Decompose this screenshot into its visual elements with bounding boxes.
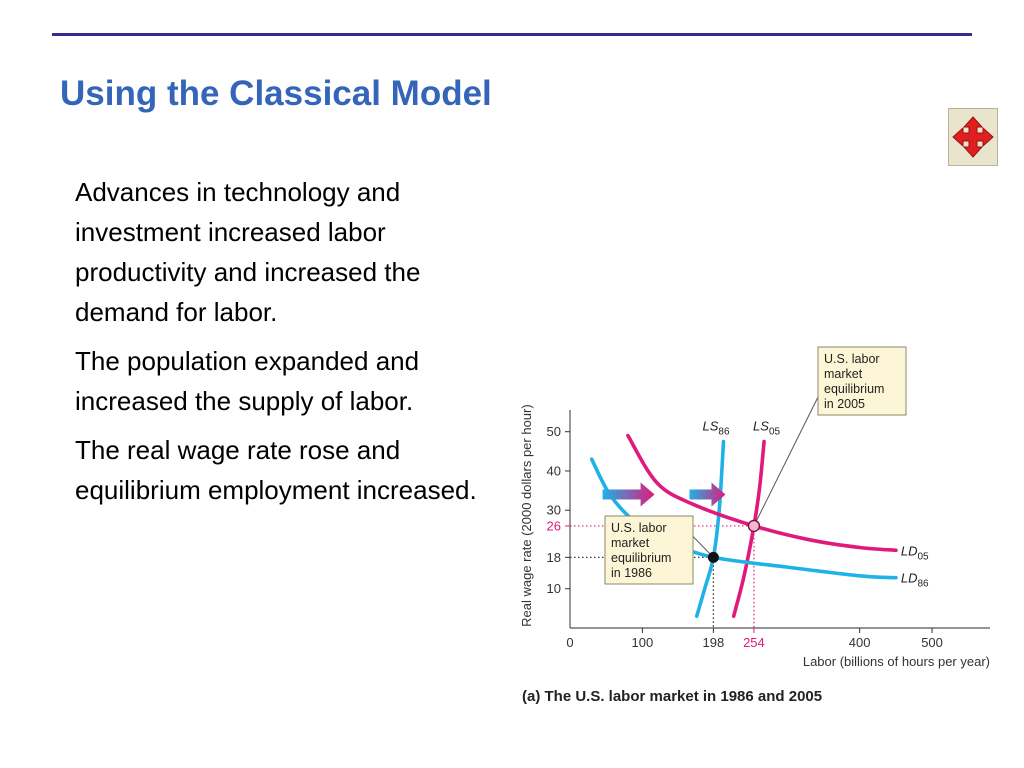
equilibrium-box-0 <box>604 515 694 585</box>
x-tick-label-2: 198 <box>703 635 725 650</box>
y-tick-label-4: 40 <box>547 463 561 478</box>
curve-ls86 <box>694 439 726 618</box>
curve-label-ld05: LD05 <box>901 543 929 562</box>
body-text: Advances in technology and investment in… <box>75 172 515 519</box>
paragraph-wage: The real wage rate rose and equilibrium … <box>75 435 477 505</box>
x-tick-label-4: 400 <box>849 635 871 650</box>
y-tick-label-2: 26 <box>547 518 561 533</box>
x-tick-label-3: 254 <box>743 635 765 650</box>
equilibrium-label-0: U.S. labor market equilibrium in 1986 <box>611 521 671 580</box>
demand-shift-arrow <box>602 482 655 507</box>
x-axis-label: Labor (billions of hours per year) <box>803 654 990 669</box>
x-tick-label-5: 500 <box>921 635 943 650</box>
y-tick-label-1: 18 <box>547 550 561 565</box>
navigation-button[interactable] <box>948 108 998 166</box>
equilibrium-label-1: U.S. labor market equilibrium in 2005 <box>824 352 884 411</box>
x-tick-label-0: 0 <box>566 635 573 650</box>
paragraph-population: The population expanded and increased th… <box>75 346 420 416</box>
supply-shift-arrow <box>689 482 726 507</box>
y-tick-label-0: 10 <box>547 581 561 596</box>
paragraph-technology: Advances in technology and investment in… <box>75 177 421 327</box>
curve-label-ld86: LD86 <box>901 571 929 590</box>
chart-caption: (a) The U.S. labor market in 1986 and 20… <box>522 688 823 705</box>
x-tick-label-1: 100 <box>632 635 654 650</box>
curve-label-ls05: LS05 <box>753 419 780 438</box>
equilibrium-box-1 <box>817 346 907 416</box>
curve-label-ls86: LS86 <box>702 419 729 438</box>
y-tick-label-5: 50 <box>547 424 561 439</box>
title-rule <box>52 33 972 36</box>
slide-title: Using the Classical Model <box>60 74 492 113</box>
equilibrium-point-2005 <box>747 519 761 533</box>
leader-line-2005 <box>753 396 819 527</box>
four-way-arrows-icon <box>952 116 994 158</box>
y-tick-label-3: 30 <box>547 503 561 518</box>
y-axis-label: Real wage rate (2000 dollars per hour) <box>519 404 534 627</box>
equilibrium-point-1986 <box>707 551 719 563</box>
